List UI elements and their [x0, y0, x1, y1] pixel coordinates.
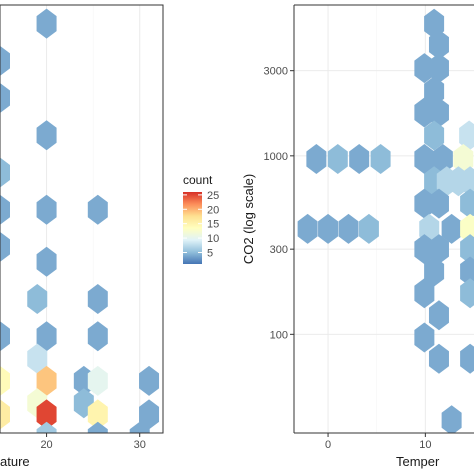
right-hexbin-cell [424, 120, 445, 151]
left-hexbin-cell [87, 284, 108, 315]
right-hexbin-cell [428, 300, 449, 331]
left-hexbin-cell [0, 231, 10, 262]
left-hexbins [0, 8, 160, 433]
right-hexbin-cell [460, 166, 474, 197]
right-hexbins [297, 8, 474, 433]
right-hexbin-cell [338, 213, 359, 244]
legend-tick-label: 20 [207, 204, 219, 216]
right-hexbin-cell [460, 278, 474, 309]
legend-title: count [183, 173, 213, 187]
left-x-tick-label: 20 [40, 439, 52, 451]
right-y-axis-title: CO2 (log scale) [241, 174, 256, 264]
right-y-tick-label: 1000 [264, 151, 288, 163]
right-hexbin-cell [441, 405, 462, 433]
right-x-tick-label: 10 [419, 439, 431, 451]
right-x-ticks: 0 10 [325, 433, 431, 451]
right-hexbin-cell [459, 120, 474, 151]
right-hexbin-cell [432, 144, 453, 175]
left-hexbin-cell [87, 421, 108, 433]
left-panel-border [0, 4, 164, 434]
legend-tick-label: 15 [207, 219, 219, 231]
right-x-tick-label: 0 [325, 439, 331, 451]
left-hexbin-cell [36, 421, 57, 433]
legend-tick-label: 10 [207, 233, 219, 245]
left-hexbin-cell [87, 399, 108, 430]
right-hexbin-cell [370, 144, 391, 175]
left-hexbin-cell [0, 194, 10, 225]
left-x-axis-title: ature [0, 454, 30, 469]
left-hexbin-cell [87, 365, 108, 396]
left-hexbin-cell [0, 365, 10, 396]
left-hexbin-cell [0, 157, 10, 188]
right-hexbin-cell [460, 343, 474, 374]
left-hexbin-cell [0, 399, 10, 430]
left-hexbin-cell [36, 194, 57, 225]
right-hexbin-cell [424, 256, 445, 287]
right-hexbin-cell [297, 213, 318, 244]
right-y-tick-label: 3000 [264, 66, 288, 78]
left-hexbin-cell [0, 321, 10, 352]
left-hexbin-cell [36, 365, 57, 396]
left-panel-background [0, 5, 163, 433]
right-hexbin-cell [349, 144, 370, 175]
right-hexbin-cell [428, 97, 449, 128]
right-hexbin-cell [318, 213, 339, 244]
right-hexbin-cell [414, 144, 435, 175]
right-hexbin-cell [460, 234, 474, 265]
left-hexbin-cell [0, 83, 10, 114]
right-y-tick-label: 300 [270, 244, 288, 256]
right-y-tick-label: 100 [270, 329, 288, 341]
right-hexbin-cell [327, 144, 348, 175]
right-hexbin-cell [441, 213, 462, 244]
right-hexbin-cell [414, 278, 435, 309]
left-x-tick-label: 30 [134, 439, 146, 451]
right-hexbin-cell [428, 188, 449, 219]
left-hexbin-cell [0, 45, 10, 76]
left-hexbin-cell [27, 284, 48, 315]
legend-tick-label: 25 [207, 190, 219, 202]
right-hexbin-cell [306, 144, 327, 175]
left-x-ticks: 20 30 [40, 433, 146, 451]
left-hexbin-cell [36, 399, 57, 430]
right-hexbin-cell [428, 343, 449, 374]
right-hexbin-cell [414, 322, 435, 353]
right-panel: 100 300 1000 3000 0 10 Temper CO2 (log scale… [241, 4, 474, 469]
right-y-ticks: 100 300 1000 3000 [264, 66, 294, 341]
legend-tick-label: 5 [207, 247, 213, 259]
legend-ticks: 25 20 15 10 5 [183, 190, 219, 259]
left-hexbin-cell [87, 194, 108, 225]
right-hexbin-cell [428, 29, 449, 60]
left-panel: 20 30 ature [0, 4, 164, 469]
legend: count 25 20 15 10 5 [183, 173, 219, 264]
left-hexbin-cell [129, 421, 150, 433]
right-hexbin-cell [460, 188, 474, 219]
left-hexbin-cell [139, 365, 160, 396]
legend-colorbar [183, 192, 202, 264]
left-hexbin-cell [87, 321, 108, 352]
left-hexbin-cell [36, 246, 57, 277]
left-hexbin-cell [36, 321, 57, 352]
left-hexbin-cell [36, 120, 57, 151]
left-hexbin-cell [139, 399, 160, 430]
right-x-axis-title: Temper [396, 454, 440, 469]
right-hexbin-cell [358, 213, 379, 244]
left-hexbin-cell [27, 343, 48, 374]
left-hexbin-cell [36, 8, 57, 39]
right-hexbin-cell [428, 53, 449, 84]
